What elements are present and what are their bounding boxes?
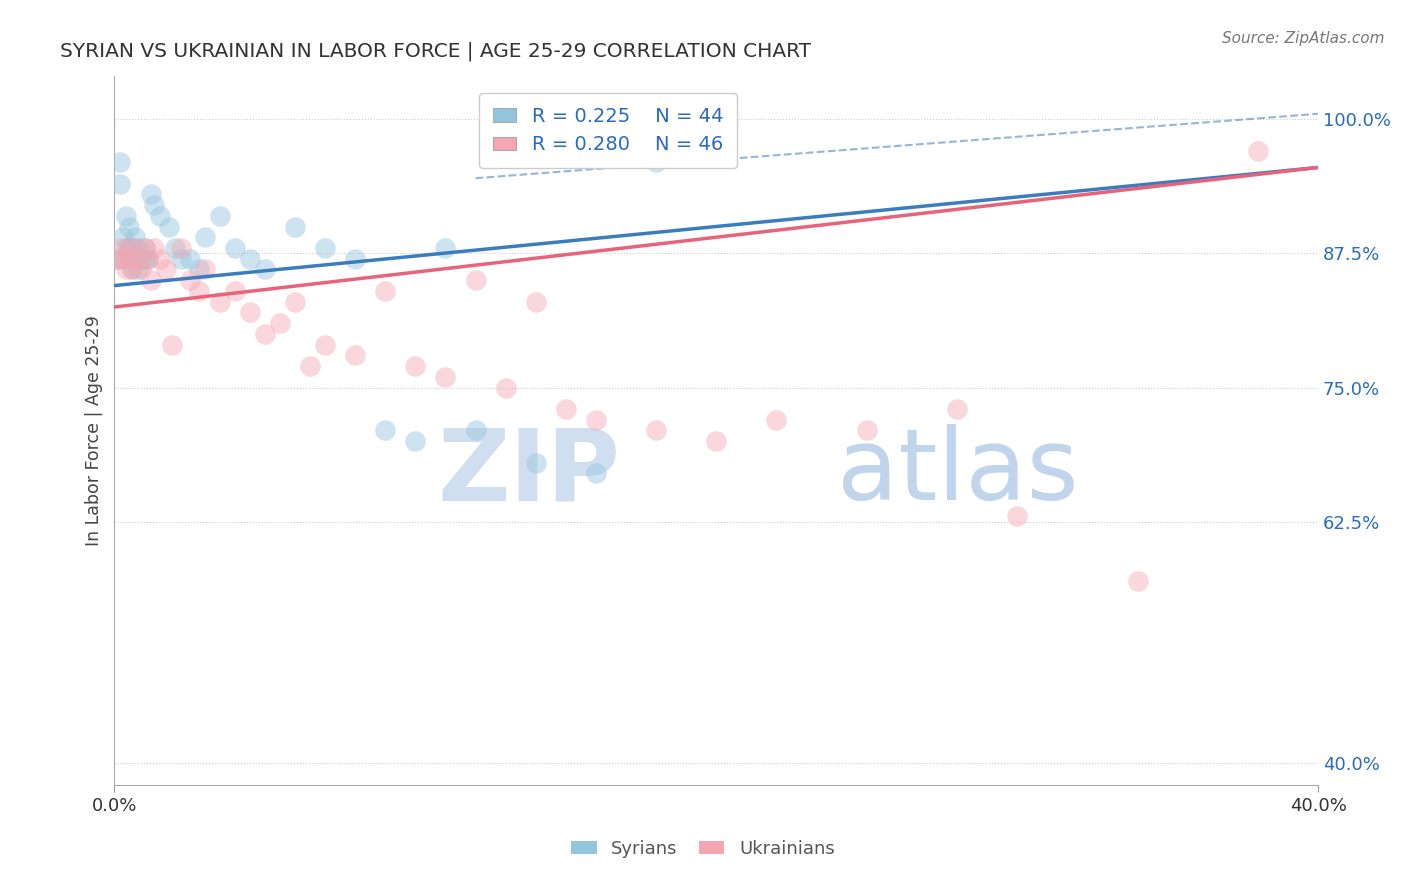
Point — [169, 241, 191, 255]
Point — [127, 241, 149, 255]
Point — [134, 241, 156, 255]
Point — [136, 252, 159, 266]
Point — [464, 273, 486, 287]
Point — [404, 359, 426, 373]
Point — [124, 252, 146, 266]
Point — [142, 241, 165, 255]
Point — [121, 262, 143, 277]
Point — [112, 252, 135, 266]
Point — [239, 252, 262, 266]
Point — [1126, 574, 1149, 588]
Point — [136, 252, 159, 266]
Text: atlas: atlas — [837, 425, 1078, 522]
Point — [524, 294, 547, 309]
Point — [645, 155, 668, 169]
Point — [269, 316, 291, 330]
Point — [585, 413, 607, 427]
Point — [179, 273, 201, 287]
Point — [124, 241, 146, 255]
Point — [110, 155, 132, 169]
Point — [554, 402, 576, 417]
Legend: Syrians, Ukrainians: Syrians, Ukrainians — [564, 833, 842, 865]
Point — [855, 424, 877, 438]
Point — [115, 241, 138, 255]
Point — [148, 252, 170, 266]
Point — [704, 434, 727, 449]
Point — [160, 337, 183, 351]
Point — [134, 241, 156, 255]
Point — [314, 337, 336, 351]
Point — [110, 241, 132, 255]
Point — [524, 456, 547, 470]
Point — [139, 273, 162, 287]
Point — [1247, 145, 1270, 159]
Point — [118, 252, 141, 266]
Point — [118, 241, 141, 255]
Point — [645, 424, 668, 438]
Point — [139, 187, 162, 202]
Point — [112, 252, 135, 266]
Point — [148, 209, 170, 223]
Point — [115, 262, 138, 277]
Point — [374, 284, 396, 298]
Point — [434, 241, 457, 255]
Point — [115, 209, 138, 223]
Point — [127, 262, 149, 277]
Point — [344, 252, 367, 266]
Point — [127, 252, 149, 266]
Point — [179, 252, 201, 266]
Point — [155, 262, 177, 277]
Y-axis label: In Labor Force | Age 25-29: In Labor Force | Age 25-29 — [86, 315, 103, 546]
Point — [284, 294, 307, 309]
Point — [169, 252, 191, 266]
Point — [585, 467, 607, 481]
Point — [224, 241, 246, 255]
Point — [194, 262, 217, 277]
Point — [298, 359, 321, 373]
Point — [118, 252, 141, 266]
Point — [404, 434, 426, 449]
Point — [284, 219, 307, 234]
Point — [344, 348, 367, 362]
Point — [163, 241, 186, 255]
Point — [253, 262, 276, 277]
Point — [131, 262, 153, 277]
Point — [110, 177, 132, 191]
Point — [208, 294, 231, 309]
Point — [118, 241, 141, 255]
Point — [124, 230, 146, 244]
Point — [187, 284, 209, 298]
Point — [253, 326, 276, 341]
Point — [495, 380, 517, 394]
Point — [946, 402, 969, 417]
Point — [704, 145, 727, 159]
Point — [118, 219, 141, 234]
Point — [121, 241, 143, 255]
Point — [374, 424, 396, 438]
Point — [314, 241, 336, 255]
Point — [464, 424, 486, 438]
Text: Source: ZipAtlas.com: Source: ZipAtlas.com — [1222, 31, 1385, 46]
Point — [765, 413, 787, 427]
Point — [224, 284, 246, 298]
Point — [157, 219, 180, 234]
Text: SYRIAN VS UKRAINIAN IN LABOR FORCE | AGE 25-29 CORRELATION CHART: SYRIAN VS UKRAINIAN IN LABOR FORCE | AGE… — [60, 42, 811, 62]
Point — [112, 230, 135, 244]
Point — [208, 209, 231, 223]
Point — [1005, 509, 1028, 524]
Point — [194, 230, 217, 244]
Point — [107, 252, 129, 266]
Point — [131, 252, 153, 266]
Point — [142, 198, 165, 212]
Point — [187, 262, 209, 277]
Point — [434, 369, 457, 384]
Point — [134, 252, 156, 266]
Text: ZIP: ZIP — [437, 425, 620, 522]
Point — [107, 252, 129, 266]
Point — [239, 305, 262, 319]
Legend: R = 0.225    N = 44, R = 0.280    N = 46: R = 0.225 N = 44, R = 0.280 N = 46 — [479, 93, 737, 168]
Point — [121, 262, 143, 277]
